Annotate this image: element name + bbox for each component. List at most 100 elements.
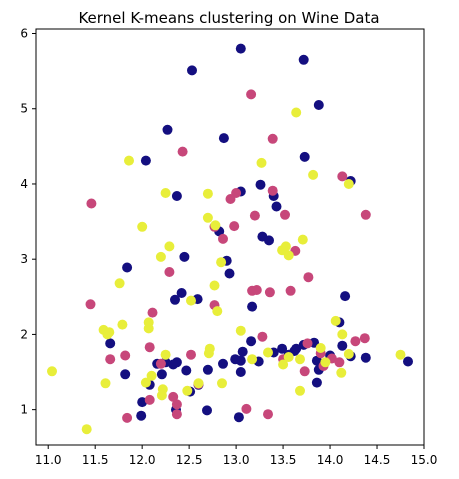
scatter-point — [171, 409, 182, 420]
scatter-point — [156, 390, 167, 401]
scatter-point — [311, 377, 322, 388]
scatter-point — [256, 157, 267, 168]
scatter-point — [218, 358, 228, 369]
scatter-point — [160, 349, 171, 360]
scatter-point — [85, 299, 96, 310]
scatter-point — [179, 251, 190, 262]
scatter-point — [171, 399, 182, 410]
scatter-point — [122, 262, 133, 273]
scatter-point — [155, 358, 166, 369]
scatter-point — [277, 343, 288, 354]
x-tick-label: 12.5 — [176, 453, 203, 467]
scatter-point — [299, 366, 310, 377]
y-axis: 1 2 3 4 5 6 — [20, 27, 36, 417]
x-tick-label: 11.0 — [35, 453, 62, 467]
scatter-point — [233, 412, 244, 423]
scatter-point — [137, 397, 148, 408]
x-axis: 11.0 11.5 12.0 12.5 13.0 13.5 14.0 14.5 15.0 — [35, 445, 437, 467]
scatter-point — [209, 280, 220, 291]
scatter-point — [360, 352, 371, 363]
scatter-point — [299, 151, 310, 162]
scatter-point — [187, 65, 197, 76]
scatter-point — [47, 366, 57, 377]
scatter-point — [146, 370, 157, 381]
scatter-point — [285, 285, 296, 296]
y-tick-label: 4 — [20, 177, 28, 191]
scatter-point — [120, 350, 131, 361]
scatter-point — [143, 323, 154, 334]
points-layer — [47, 43, 413, 435]
scatter-point — [360, 209, 371, 220]
scatter-point — [202, 364, 213, 375]
scatter-point — [403, 356, 413, 367]
scatter-point — [295, 385, 305, 396]
scatter-point — [280, 209, 290, 220]
scatter-point — [212, 306, 223, 317]
scatter-point — [202, 405, 212, 416]
x-tick-label: 13.5 — [270, 453, 297, 467]
scatter-point — [168, 359, 179, 370]
scatter-point — [186, 295, 196, 306]
scatter-point — [343, 349, 354, 359]
scatter-point — [144, 342, 155, 353]
y-tick-label: 6 — [20, 27, 28, 41]
scatter-point — [235, 43, 246, 54]
scatter-point — [308, 169, 319, 180]
scatter-point — [267, 185, 278, 196]
scatter-point — [283, 250, 294, 261]
scatter-point — [337, 171, 348, 182]
scatter-point — [247, 301, 258, 312]
scatter-point — [81, 424, 92, 435]
x-tick-label: 11.5 — [82, 453, 109, 467]
scatter-point — [218, 133, 229, 144]
scatter-point — [264, 287, 275, 298]
scatter-point — [340, 291, 351, 302]
scatter-point — [241, 403, 252, 414]
scatter-point — [186, 349, 196, 360]
scatter-point — [124, 155, 134, 166]
scatter-point — [249, 210, 260, 221]
scatter-point — [164, 241, 175, 252]
scatter-point — [334, 357, 345, 368]
scatter-point — [263, 409, 273, 420]
scatter-point — [229, 221, 240, 232]
scatter-point — [122, 412, 133, 423]
scatter-point — [359, 333, 370, 344]
scatter-point — [298, 54, 309, 65]
scatter-point — [162, 124, 173, 135]
scatter-point — [177, 146, 188, 157]
scatter-point — [246, 89, 257, 100]
x-tick-label: 14.5 — [364, 453, 391, 467]
scatter-point — [137, 221, 148, 232]
scatter-point — [302, 338, 313, 349]
scatter-point — [264, 235, 274, 246]
scatter-point — [203, 348, 214, 359]
chart-title: Kernel K-means clustering on Wine Data — [78, 9, 379, 27]
scatter-point — [168, 391, 179, 402]
scatter-point — [330, 315, 341, 326]
scatter-point — [140, 377, 151, 388]
scatter-point — [202, 188, 213, 199]
scatter-point — [336, 367, 347, 378]
scatter-point — [86, 198, 97, 209]
scatter-point — [283, 352, 294, 362]
scatter-point — [218, 233, 228, 244]
scatter-point — [246, 336, 257, 347]
scatter-point — [216, 257, 227, 268]
scatter-point — [267, 133, 278, 144]
scatter-point — [237, 346, 248, 357]
scatter-point — [117, 319, 128, 330]
scatter-point — [100, 378, 111, 389]
scatter-point — [303, 272, 314, 283]
scatter-point — [230, 354, 241, 365]
scatter-point — [105, 338, 116, 349]
x-tick-label: 14.0 — [317, 453, 344, 467]
y-tick-label: 5 — [20, 102, 28, 116]
x-tick-label: 12.0 — [129, 453, 156, 467]
scatter-point — [350, 336, 361, 347]
scatter-point — [291, 107, 302, 118]
plot-frame — [35, 28, 425, 446]
scatter-point — [251, 285, 262, 295]
scatter-point — [313, 100, 324, 110]
